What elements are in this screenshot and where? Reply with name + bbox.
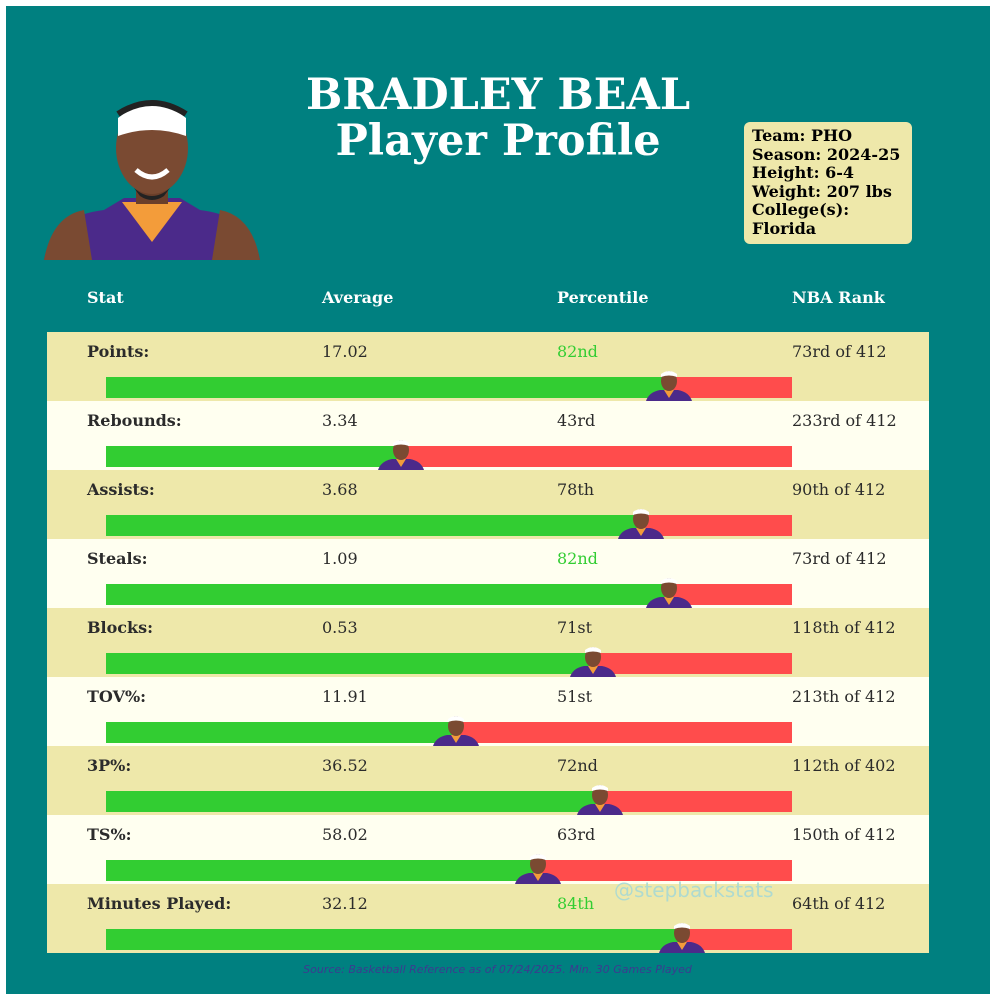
stat-rank: 118th of 412 <box>792 618 896 637</box>
stat-rank: 73rd of 412 <box>792 549 887 568</box>
stat-average: 0.53 <box>322 618 358 637</box>
percentile-bar-fill <box>106 446 401 467</box>
player-marker-icon <box>645 368 692 401</box>
stat-percentile: 63rd <box>557 825 596 844</box>
stat-label: Rebounds: <box>87 411 182 430</box>
percentile-bar-fill <box>106 653 594 674</box>
stat-average: 58.02 <box>322 825 368 844</box>
stat-row: TS%: 58.02 63rd 150th of 412 <box>47 815 929 884</box>
stat-label: 3P%: <box>87 756 132 775</box>
player-marker-icon <box>645 575 692 608</box>
stat-average: 17.02 <box>322 342 368 361</box>
stat-average: 32.12 <box>322 894 368 913</box>
player-name-title: BRADLEY BEAL <box>305 70 691 120</box>
column-header-average: Average <box>322 288 394 307</box>
stat-average: 1.09 <box>322 549 358 568</box>
stat-row: Minutes Played: 32.12 84th 64th of 412 <box>47 884 929 953</box>
stat-percentile: 82nd <box>557 549 598 568</box>
stat-rank: 112th of 402 <box>792 756 896 775</box>
player-marker-icon <box>659 920 706 953</box>
percentile-bar-track <box>106 446 792 467</box>
height-info: Height: 6-4 <box>752 163 854 183</box>
column-header-percentile: Percentile <box>557 288 649 307</box>
percentile-bar-track <box>106 377 792 398</box>
stat-rank: 150th of 412 <box>792 825 896 844</box>
player-info-box: Team: PHO Season: 2024-25 Height: 6-4 We… <box>744 122 912 244</box>
stat-rank: 213th of 412 <box>792 687 896 706</box>
percentile-bar-track <box>106 791 792 812</box>
percentile-bar-track <box>106 860 792 881</box>
player-marker-icon <box>515 851 562 884</box>
stat-row: Assists: 3.68 78th 90th of 412 <box>47 470 929 539</box>
column-header-stat: Stat <box>87 288 124 307</box>
percentile-bar-track <box>106 584 792 605</box>
stat-row: TOV%: 11.91 51st 213th of 412 <box>47 677 929 746</box>
college-info: Florida <box>752 218 817 238</box>
percentile-bar-fill <box>106 377 669 398</box>
player-marker-icon <box>618 506 665 539</box>
source-note: Source: Basketball Reference as of 07/24… <box>303 963 692 976</box>
stat-average: 3.68 <box>322 480 358 499</box>
stats-table: Points: 17.02 82nd 73rd of 412 Rebounds: 3.34… <box>47 332 929 953</box>
stat-row: Blocks: 0.53 71st 118th of 412 <box>47 608 929 677</box>
stat-rank: 64th of 412 <box>792 894 886 913</box>
college-label: College(s): <box>752 200 850 220</box>
stat-percentile: 43rd <box>557 411 596 430</box>
stat-percentile: 72nd <box>557 756 598 775</box>
stat-rank: 73rd of 412 <box>792 342 887 361</box>
percentile-bar-fill <box>106 791 600 812</box>
season-info: Season: 2024-25 <box>752 144 901 164</box>
percentile-bar-track <box>106 722 792 743</box>
team-info: Team: PHO <box>752 126 853 145</box>
percentile-bar-fill <box>106 929 683 950</box>
profile-subtitle: Player Profile <box>335 116 661 166</box>
percentile-bar-track <box>106 653 792 674</box>
stat-row: 3P%: 36.52 72nd 112th of 402 <box>47 746 929 815</box>
stat-rank: 233rd of 412 <box>792 411 897 430</box>
stat-average: 3.34 <box>322 411 358 430</box>
percentile-bar-track <box>106 515 792 536</box>
stat-row: Rebounds: 3.34 43rd 233rd of 412 <box>47 401 929 470</box>
stat-percentile: 84th <box>557 894 595 913</box>
stat-row: Points: 17.02 82nd 73rd of 412 <box>47 332 929 401</box>
stat-percentile: 82nd <box>557 342 598 361</box>
stat-label: TOV%: <box>87 687 147 706</box>
player-marker-icon <box>432 713 479 746</box>
player-marker-icon <box>570 644 617 677</box>
stat-label: TS%: <box>87 825 132 844</box>
stat-percentile: 51st <box>557 687 592 706</box>
stat-rank: 90th of 412 <box>792 480 886 499</box>
stat-label: Points: <box>87 342 150 361</box>
stat-label: Blocks: <box>87 618 154 637</box>
percentile-bar-fill <box>106 722 456 743</box>
stat-average: 36.52 <box>322 756 368 775</box>
percentile-bar-fill <box>106 860 539 881</box>
percentile-bar-fill <box>106 515 642 536</box>
stat-percentile: 71st <box>557 618 592 637</box>
stat-label: Minutes Played: <box>87 894 232 913</box>
player-marker-icon <box>576 782 623 815</box>
player-marker-icon <box>377 437 424 470</box>
stat-label: Steals: <box>87 549 148 568</box>
percentile-bar-fill <box>106 584 669 605</box>
stat-row: Steals: 1.09 82nd 73rd of 412 <box>47 539 929 608</box>
player-headshot <box>44 100 260 260</box>
column-header-rank: NBA Rank <box>792 288 885 307</box>
stat-average: 11.91 <box>322 687 368 706</box>
watermark: @stepbackstats <box>614 878 774 902</box>
stat-percentile: 78th <box>557 480 595 499</box>
weight-info: Weight: 207 lbs <box>752 181 892 201</box>
percentile-bar-track <box>106 929 792 950</box>
stat-label: Assists: <box>87 480 155 499</box>
